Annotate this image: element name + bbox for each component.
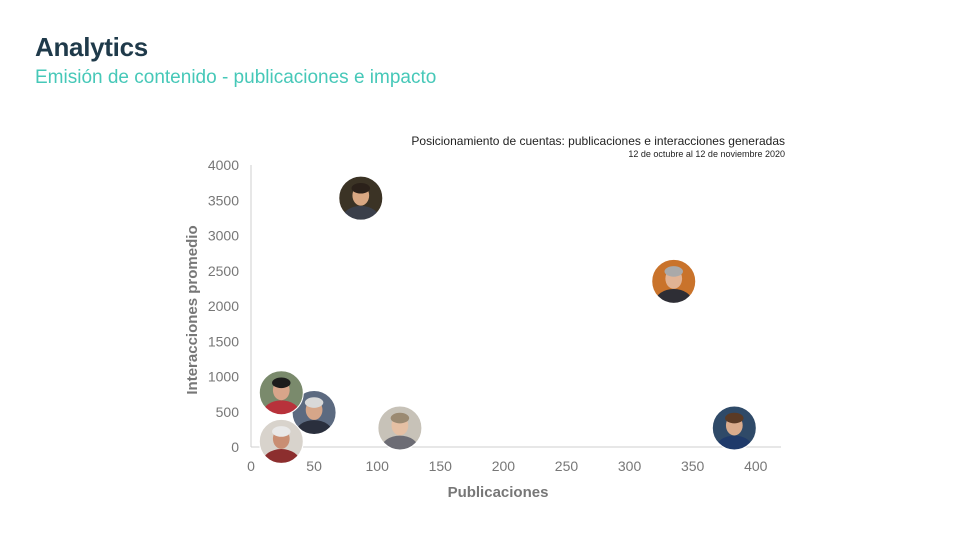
x-tick-label: 0	[247, 458, 255, 474]
data-point-avatar	[338, 175, 384, 221]
y-tick-labels: 0 500 1000 1500 2000 2500 3000 3500 4000	[208, 157, 239, 455]
page-title: Analytics	[35, 32, 148, 62]
data-point-avatar	[651, 258, 697, 304]
x-tick-label: 350	[681, 458, 705, 474]
y-tick-label: 3500	[208, 192, 239, 208]
data-points	[258, 175, 757, 464]
y-tick-label: 500	[216, 404, 240, 420]
x-tick-label: 50	[306, 458, 322, 474]
y-tick-label: 3000	[208, 228, 239, 244]
y-tick-label: 2500	[208, 263, 239, 279]
y-tick-label: 0	[231, 439, 239, 455]
data-point-avatar	[258, 370, 304, 416]
data-point-avatar	[258, 418, 304, 464]
x-tick-label: 200	[492, 458, 516, 474]
x-tick-label: 250	[555, 458, 579, 474]
x-tick-label: 400	[744, 458, 768, 474]
data-point-avatar	[711, 405, 757, 451]
x-axis-label: Publicaciones	[448, 484, 549, 501]
y-tick-label: 4000	[208, 157, 239, 173]
x-tick-label: 300	[618, 458, 642, 474]
x-tick-label: 150	[429, 458, 453, 474]
y-tick-label: 1000	[208, 369, 239, 385]
x-tick-labels: 0 50 100 150 200 250 300 350 400	[247, 458, 768, 474]
y-tick-label: 1500	[208, 333, 239, 349]
chart-subtitle: 12 de octubre al 12 de noviembre 2020	[628, 149, 785, 159]
page-subtitle: Emisión de contenido - publicaciones e i…	[35, 67, 437, 88]
chart-title: Posicionamiento de cuentas: publicacione…	[411, 134, 785, 148]
y-tick-label: 2000	[208, 298, 239, 314]
y-axis-label: Interacciones promedio	[184, 225, 201, 394]
x-tick-label: 100	[366, 458, 390, 474]
data-point-avatar	[377, 405, 423, 451]
